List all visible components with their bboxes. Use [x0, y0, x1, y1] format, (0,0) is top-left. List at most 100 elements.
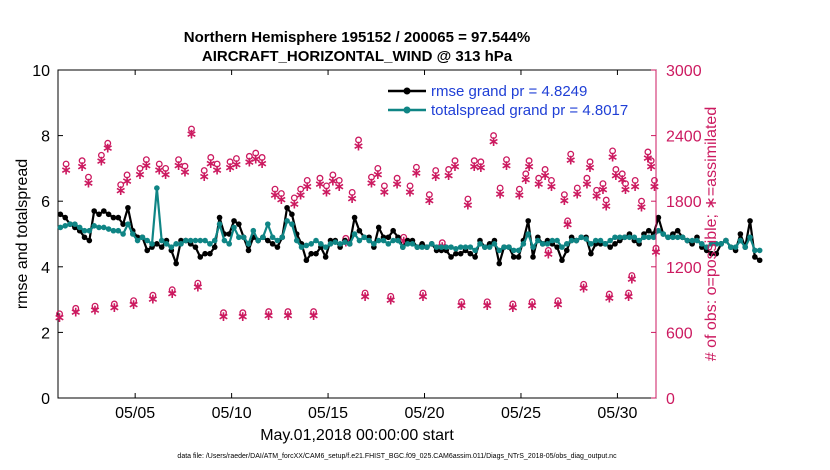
- obs-assimilated-point: ∗: [288, 196, 300, 212]
- totalspread-point: [448, 244, 454, 250]
- rmse-point: [554, 244, 560, 250]
- totalspread-point: [202, 237, 208, 244]
- obs-assimilated-point: ∗: [301, 179, 313, 195]
- totalspread-point: [670, 234, 676, 241]
- obs-assimilated-point: ∗: [404, 184, 416, 200]
- obs-possible-point: [162, 164, 170, 172]
- y-axis-label-left: rmse and totalspread: [14, 159, 31, 309]
- obs-possible-point: [213, 160, 221, 168]
- obs-possible-point: [104, 139, 112, 147]
- obs-assimilated-point: ∗: [526, 298, 538, 314]
- totalspread-point: [105, 226, 112, 232]
- totalspread-point: [274, 237, 281, 244]
- rmse-point: [375, 224, 382, 231]
- totalspread-point: [563, 241, 570, 247]
- obs-assimilated-point: ∗: [160, 167, 172, 183]
- data-file-caption: data file: /Users/raeder/DAI/ATM_forcXX/…: [177, 453, 617, 460]
- totalspread-point: [173, 241, 179, 247]
- rmse-point: [607, 244, 613, 250]
- totalspread-point: [385, 241, 392, 247]
- totalspread-point: [568, 237, 575, 244]
- obs-possible-point: [110, 300, 118, 308]
- obs-possible-point: [265, 308, 273, 316]
- obs-assimilated-point: ∗: [620, 182, 632, 198]
- obs-assimilated-point: ∗: [411, 166, 423, 182]
- obs-possible-point: [625, 289, 633, 297]
- obs-assimilated-point: ∗: [584, 160, 596, 176]
- rmse-point: [269, 241, 276, 247]
- obs-possible-point: [528, 298, 536, 306]
- obs-possible-point: [136, 164, 144, 172]
- totalspread-point: [260, 234, 266, 241]
- obs-assimilated-point: ∗: [539, 168, 551, 184]
- totalspread-point: [679, 234, 686, 241]
- totalspread-point: [395, 237, 401, 244]
- obs-assimilated-point: ∗: [520, 172, 532, 188]
- totalspread-point: [163, 241, 170, 247]
- obs-assimilated-point: ∗: [468, 159, 480, 175]
- totalspread-point: [520, 241, 527, 247]
- rmse-point: [655, 214, 662, 221]
- totalspread-point: [250, 227, 257, 234]
- rmse-point: [756, 257, 763, 264]
- rmse-point: [612, 241, 618, 247]
- obs-assimilated-point: ∗: [321, 184, 333, 200]
- rmse-point: [284, 204, 290, 211]
- legend-totalspread-marker: [403, 106, 411, 114]
- obs-assimilated-point: ∗: [443, 168, 455, 184]
- rmse-point: [274, 244, 281, 250]
- obs-assimilated-point: ∗: [237, 309, 249, 325]
- obs-assimilated-point: ∗: [192, 279, 204, 295]
- totalspread-point: [139, 234, 146, 241]
- obs-possible-point: [130, 297, 138, 305]
- rmse-point: [81, 234, 88, 241]
- totalspread-point: [684, 237, 691, 244]
- obs-possible-point: [400, 233, 408, 241]
- totalspread-point: [351, 231, 358, 237]
- totalspread-point: [72, 221, 78, 227]
- obs-assimilated-point: ∗: [379, 184, 391, 200]
- obs-possible-point: [547, 176, 555, 184]
- obs-possible-point: [374, 164, 382, 172]
- obs-possible-point: [602, 196, 610, 204]
- rmse-point: [356, 227, 363, 234]
- totalspread-point: [81, 227, 88, 234]
- x-tick-label: 05/20: [404, 405, 444, 422]
- totalspread-point: [530, 244, 536, 250]
- obs-possible-point: [323, 182, 330, 190]
- obs-assimilated-point: ∗: [481, 298, 493, 314]
- totalspread-point: [699, 241, 705, 247]
- totalspread-point: [496, 247, 503, 254]
- obs-assimilated-point: ∗: [250, 151, 262, 167]
- totalspread-point: [197, 237, 204, 244]
- obs-possible-point: [583, 174, 591, 182]
- obs-possible-point: [628, 272, 636, 279]
- obs-assimilated-point: ∗: [507, 300, 519, 316]
- obs-possible-point: [599, 180, 607, 188]
- obs-possible-point: [593, 186, 601, 194]
- x-tick-label: 05/05: [115, 405, 155, 422]
- rmse-point: [264, 237, 271, 244]
- rmse-point: [747, 218, 753, 224]
- totalspread-point: [86, 227, 93, 234]
- totalspread-point: [322, 244, 329, 250]
- totalspread-point: [428, 241, 435, 247]
- rmse-point: [588, 250, 594, 257]
- totalspread-point: [375, 237, 382, 244]
- totalspread-point: [723, 237, 729, 244]
- totalspread-point: [539, 241, 546, 247]
- obs-assimilated-point: ∗: [559, 193, 571, 209]
- rmse-point: [120, 221, 126, 227]
- obs-assimilated-point: ∗: [102, 141, 114, 157]
- obs-possible-point: [483, 298, 491, 306]
- y-tick-label-left: 10: [32, 63, 50, 80]
- totalspread-point: [366, 237, 372, 244]
- rmse-point: [211, 244, 218, 250]
- obs-assimilated-point: ∗: [128, 297, 140, 313]
- totalspread-point: [732, 244, 739, 250]
- obs-assimilated-point: ∗: [565, 153, 577, 169]
- obs-possible-point: [226, 158, 234, 166]
- obs-assimilated-point: ∗: [423, 193, 435, 209]
- obs-assimilated-point: ∗: [571, 186, 583, 202]
- rmse-point: [737, 231, 744, 237]
